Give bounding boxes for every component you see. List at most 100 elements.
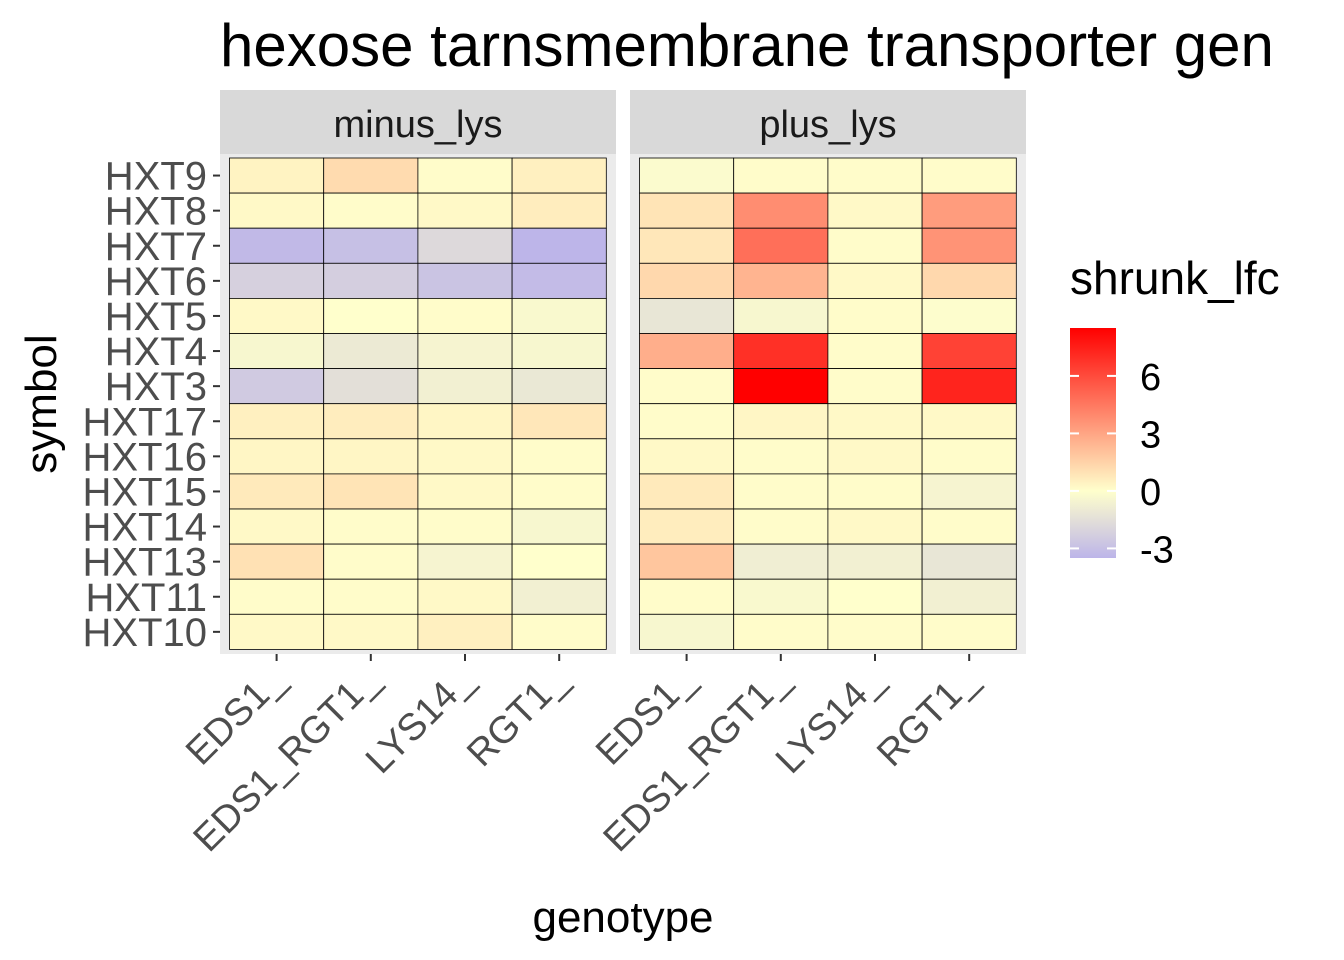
heatmap-cell bbox=[323, 578, 419, 615]
heatmap-cell bbox=[229, 473, 325, 510]
legend-tick-label: -3 bbox=[1140, 529, 1174, 571]
y-tick-label: HXT16 bbox=[83, 435, 208, 479]
heatmap-cell bbox=[827, 438, 923, 475]
heatmap-cell bbox=[827, 368, 923, 405]
heatmap-cell bbox=[639, 157, 735, 194]
heatmap-cell bbox=[417, 333, 513, 369]
heatmap-cell bbox=[323, 333, 419, 369]
heatmap-cell bbox=[733, 508, 829, 545]
heatmap-cell bbox=[417, 227, 513, 264]
heatmap-cell bbox=[511, 368, 607, 405]
heatmap-cell bbox=[417, 368, 513, 405]
y-tick-label: HXT7 bbox=[105, 225, 207, 269]
legend-title: shrunk_lfc bbox=[1070, 252, 1280, 304]
legend: shrunk_lfc 6 3 0 -3 bbox=[1070, 252, 1280, 571]
chart-title: hexose tarnsmembrane transporter gen bbox=[220, 12, 1274, 79]
heatmap-cell bbox=[733, 438, 829, 475]
heatmap-cell bbox=[639, 613, 735, 650]
heatmap-cell bbox=[921, 438, 1017, 475]
heatmap-cell bbox=[733, 543, 829, 580]
heatmap-cell bbox=[417, 192, 513, 229]
heatmap-cell bbox=[733, 262, 829, 299]
y-tick-label: HXT6 bbox=[105, 260, 207, 304]
heatmap-cell bbox=[827, 543, 923, 580]
heatmap-cell bbox=[733, 473, 829, 510]
heatmap-cell bbox=[639, 297, 735, 334]
heatmap-cell bbox=[921, 508, 1017, 545]
legend-tick-label: 6 bbox=[1140, 357, 1161, 399]
heatmap-cell bbox=[639, 543, 735, 580]
heatmap-cell bbox=[323, 508, 419, 545]
heatmap-cell bbox=[921, 613, 1017, 650]
heatmap-cell bbox=[827, 578, 923, 615]
x-tick-label: LYS14_ bbox=[768, 658, 892, 782]
heatmap-cell bbox=[921, 297, 1017, 334]
heatmap-cell bbox=[511, 262, 607, 299]
heatmap-cell bbox=[733, 157, 829, 194]
x-tick-label: RGT1_ bbox=[459, 658, 576, 775]
y-tick-label: HXT10 bbox=[83, 611, 208, 655]
heatmap-cell bbox=[323, 297, 419, 334]
heatmap-cell bbox=[733, 192, 829, 229]
heatmap-cell bbox=[639, 333, 735, 369]
heatmap-cell bbox=[639, 473, 735, 510]
heatmap-cell bbox=[417, 297, 513, 334]
heatmap-cell bbox=[921, 157, 1017, 194]
facet-strip bbox=[220, 90, 616, 154]
heatmap-cell bbox=[733, 578, 829, 615]
heatmap-cell bbox=[733, 403, 829, 440]
heatmap-cell bbox=[827, 473, 923, 510]
heatmap-cell bbox=[827, 297, 923, 334]
heatmap-cell bbox=[511, 578, 607, 615]
heatmap-cell bbox=[511, 333, 607, 369]
heatmap-cell bbox=[733, 333, 829, 369]
heatmap-cell bbox=[417, 403, 513, 440]
heatmap-cell bbox=[323, 613, 419, 650]
heatmap-cell bbox=[733, 227, 829, 264]
heatmap-cell bbox=[827, 508, 923, 545]
legend-tick-label: 0 bbox=[1140, 472, 1161, 514]
heatmap-cell bbox=[323, 192, 419, 229]
heatmap-cell bbox=[417, 157, 513, 194]
heatmap-cell bbox=[511, 543, 607, 580]
x-tick-label: LYS14_ bbox=[358, 658, 482, 782]
heatmap-cell bbox=[229, 368, 325, 405]
heatmap-cell bbox=[323, 262, 419, 299]
heatmap-cell bbox=[229, 578, 325, 615]
heatmap-cell bbox=[417, 508, 513, 545]
heatmap-cell bbox=[511, 157, 607, 194]
heatmap-cell bbox=[511, 438, 607, 475]
heatmap-cell bbox=[323, 157, 419, 194]
heatmap-cell bbox=[921, 227, 1017, 264]
facet-strip bbox=[630, 90, 1026, 154]
heatmap-cell bbox=[827, 333, 923, 369]
heatmap-cell bbox=[639, 438, 735, 475]
x-tick-label: RGT1_ bbox=[869, 658, 986, 775]
heatmap-cell bbox=[229, 438, 325, 475]
heatmap-cell bbox=[827, 192, 923, 229]
legend-color-bar bbox=[1070, 328, 1116, 558]
legend-tick-label: 3 bbox=[1140, 414, 1161, 456]
heatmap-cell bbox=[229, 403, 325, 440]
heatmap-cell bbox=[639, 508, 735, 545]
heatmap-cell bbox=[639, 578, 735, 615]
heatmap-cell bbox=[417, 578, 513, 615]
heatmap-cell bbox=[639, 262, 735, 299]
y-tick-label: HXT5 bbox=[105, 295, 207, 339]
heatmap-cell bbox=[323, 473, 419, 510]
y-tick-label: HXT13 bbox=[83, 541, 208, 585]
heatmap-cell bbox=[639, 368, 735, 405]
heatmap-cell bbox=[827, 157, 923, 194]
heatmap-cell bbox=[921, 578, 1017, 615]
heatmap-cell bbox=[827, 227, 923, 264]
y-tick-label: HXT14 bbox=[83, 506, 208, 550]
y-tick-label: HXT15 bbox=[83, 470, 208, 514]
heatmap-cell bbox=[229, 227, 325, 264]
heatmap-cell bbox=[511, 403, 607, 440]
heatmap-cell bbox=[511, 192, 607, 229]
y-tick-label: HXT9 bbox=[105, 155, 207, 199]
heatmap-cell bbox=[827, 262, 923, 299]
heatmap-cell bbox=[229, 613, 325, 650]
